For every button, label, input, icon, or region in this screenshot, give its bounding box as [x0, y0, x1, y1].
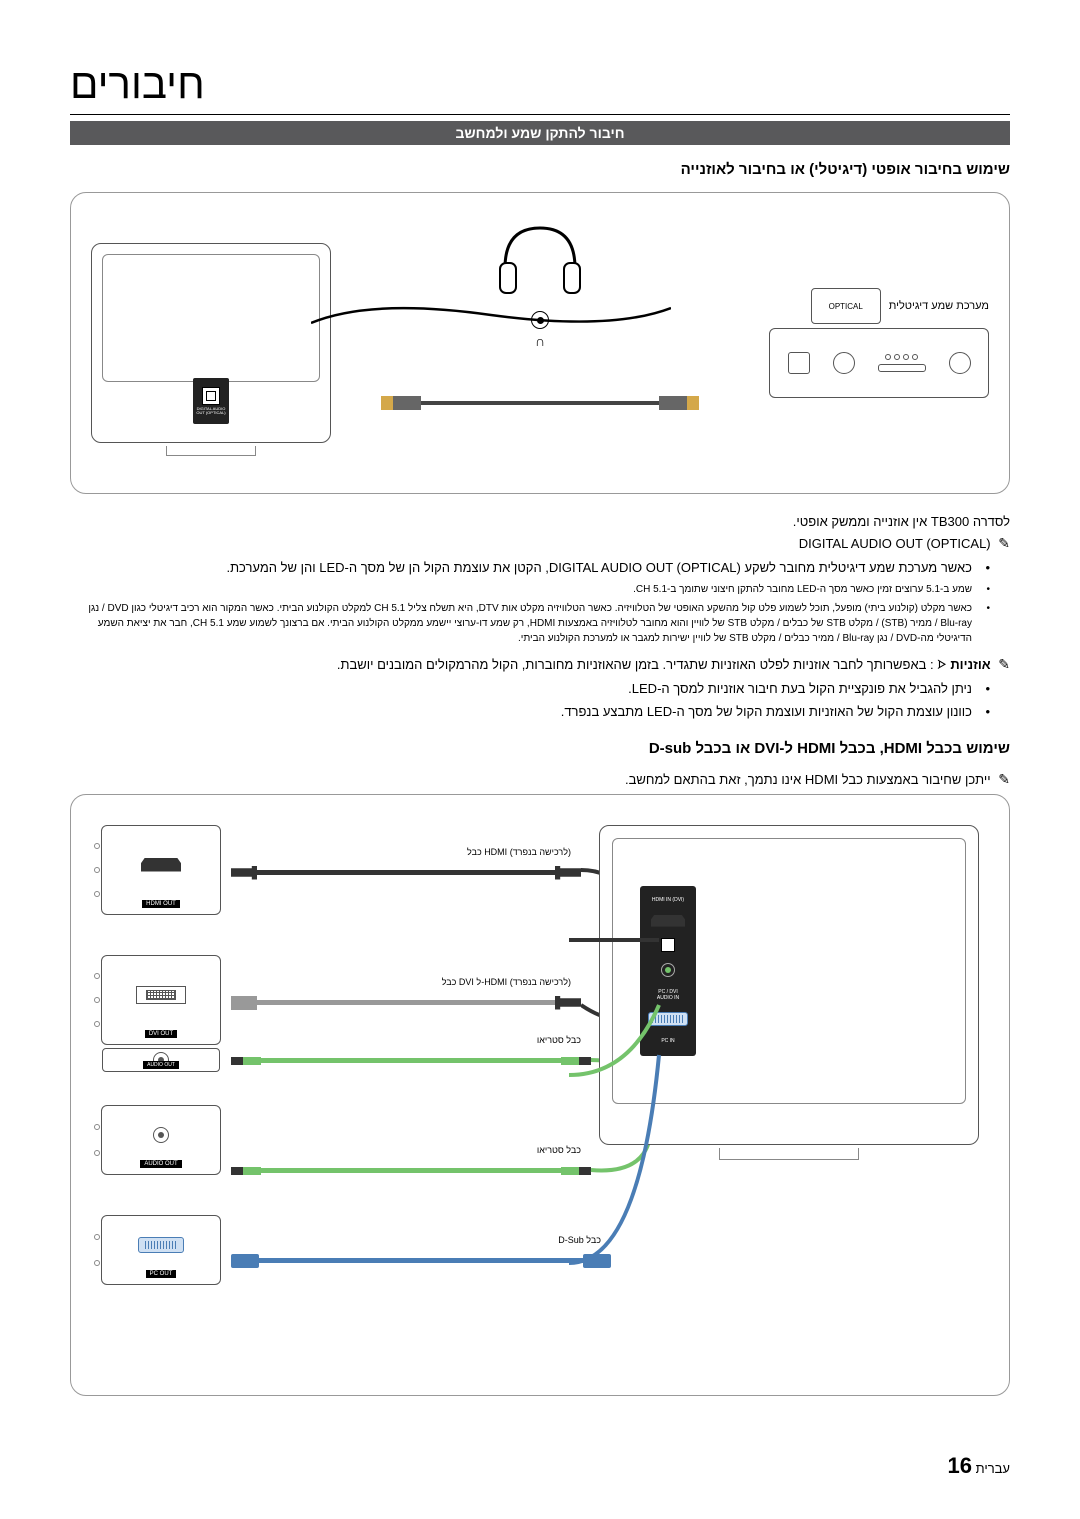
lbl-cable-hdmi: (לרכישה בנפרד) HDMI כבל [467, 847, 571, 857]
diagram-pc: HDMI OUT DVI OUT AUDIO OUT AUDIO OUT [70, 794, 1010, 1396]
cable-hdmi: (לרכישה בנפרד) HDMI כבל [231, 865, 581, 881]
note-icon-3: ✎ [998, 771, 1010, 788]
lbl-cable-dvi: (לרכישה בנפרד) HDMI-ל DVI כבל [442, 977, 571, 987]
note-icon: ✎ [998, 535, 1010, 552]
headphone-cable [311, 303, 671, 333]
bullets-hp: ניתן להגביל את פונקציית הקול בעת חיבור א… [70, 679, 1010, 722]
headphones-icon [490, 213, 590, 303]
note-dao-text: DIGITAL AUDIO OUT (OPTICAL) [799, 536, 991, 551]
diagram-audio: DIGITAL AUDIO OUT (OPTICAL) ∩ [70, 192, 1010, 494]
lbl-audio-out-1: AUDIO OUT [143, 1061, 179, 1069]
note-hdmi-pc-text: ייתכן שחיבור באמצעות כבל HDMI אינו נתמך,… [625, 772, 991, 787]
note-headphones: ✎ אוזניות ᗌ : באפשרותך לחבר אוזניות לפלט… [70, 656, 1010, 673]
src-audio-out: AUDIO OUT [101, 1105, 221, 1175]
note-no-optical: לסדרה TB300 אין אוזנייה וממשק אופטי. [70, 514, 1010, 529]
optical-cable [381, 393, 699, 413]
lbl-audio-out-2: AUDIO OUT [140, 1160, 181, 1168]
bullet-main-3: כאשר מקלט (קולנוע ביתי) מופעל, תוכל לשמו… [70, 601, 990, 646]
bullets-main: כאשר מערכת שמע דיגיטלית מחובר לשקע DIGIT… [70, 558, 1010, 646]
hp-note-prefix: אוזניות [947, 657, 991, 672]
title-rule [70, 114, 1010, 115]
bullet-hp-1: ניתן להגביל את פונקציית הקול בעת חיבור א… [70, 679, 990, 699]
cable-stereo-2: כבל סטריאו [231, 1163, 591, 1179]
bullet-main-2: שמע ב-5.1 ערוצים זמין כאשר מסך ה-LED מחו… [70, 582, 990, 597]
digital-audio-system: OPTICAL מערכת שמע דיגיטלית [769, 288, 989, 398]
sec1-heading: שימוש בחיבור אופטי (דיגיטלי) או בחיבור ל… [70, 161, 1010, 178]
main-title: חיבורים [70, 60, 1010, 108]
src-pc-out: PC OUT [101, 1215, 221, 1285]
bullet-main-1: כאשר מערכת שמע דיגיטלית מחובר לשקע DIGIT… [70, 558, 990, 578]
hp-note-text: : באפשרותך לחבר אוזניות לפלט האוזניות שת… [337, 657, 934, 672]
lbl-pc-out: PC OUT [146, 1270, 177, 1278]
amp-label: מערכת שמע דיגיטלית [889, 300, 989, 312]
note-digital-audio-out: ✎ DIGITAL AUDIO OUT (OPTICAL) [70, 535, 1010, 552]
tv-back-unit: DIGITAL AUDIO OUT (OPTICAL) [91, 243, 331, 443]
optical-out-label: DIGITAL AUDIO OUT (OPTICAL) [193, 407, 229, 416]
headphone-jack-icon: ∩ [535, 333, 545, 349]
page-number: 16 [948, 1453, 972, 1478]
note-icon-2: ✎ [998, 656, 1010, 673]
hp-note-icon: ᗌ [937, 657, 946, 672]
src-hdmi-out: HDMI OUT [101, 825, 221, 915]
cable-stereo-1: כבל סטריאו [231, 1053, 591, 1069]
optical-out-port: DIGITAL AUDIO OUT (OPTICAL) [193, 378, 229, 424]
cable-dvi-hdmi: (לרכישה בנפרד) HDMI-ל DVI כבל [231, 995, 581, 1011]
note-hdmi-pc: ✎ ייתכן שחיבור באמצעות כבל HDMI אינו נתמ… [70, 771, 1010, 788]
lbl-hdmi-out: HDMI OUT [142, 900, 180, 908]
sec2-heading: שימוש בכבל HDMI, בכבל HDMI ל-DVI או בכבל… [70, 740, 1010, 757]
lbl-dvi-out: DVI OUT [145, 1030, 177, 1038]
amp-optical-in: OPTICAL [811, 288, 881, 324]
page-footer: עברית 16 [944, 1453, 1011, 1479]
tv-in-lines [569, 895, 689, 1295]
page-lang: עברית [976, 1461, 1010, 1476]
bullet-hp-2: כוונון עוצמת הקול של האוזניות ועוצמת הקו… [70, 702, 990, 722]
src-dvi-out: DVI OUT AUDIO OUT [101, 955, 221, 1045]
section-bar: חיבור להתקן שמע ולמחשב [70, 121, 1010, 145]
cable-dsub: כבל D-Sub [231, 1253, 611, 1269]
